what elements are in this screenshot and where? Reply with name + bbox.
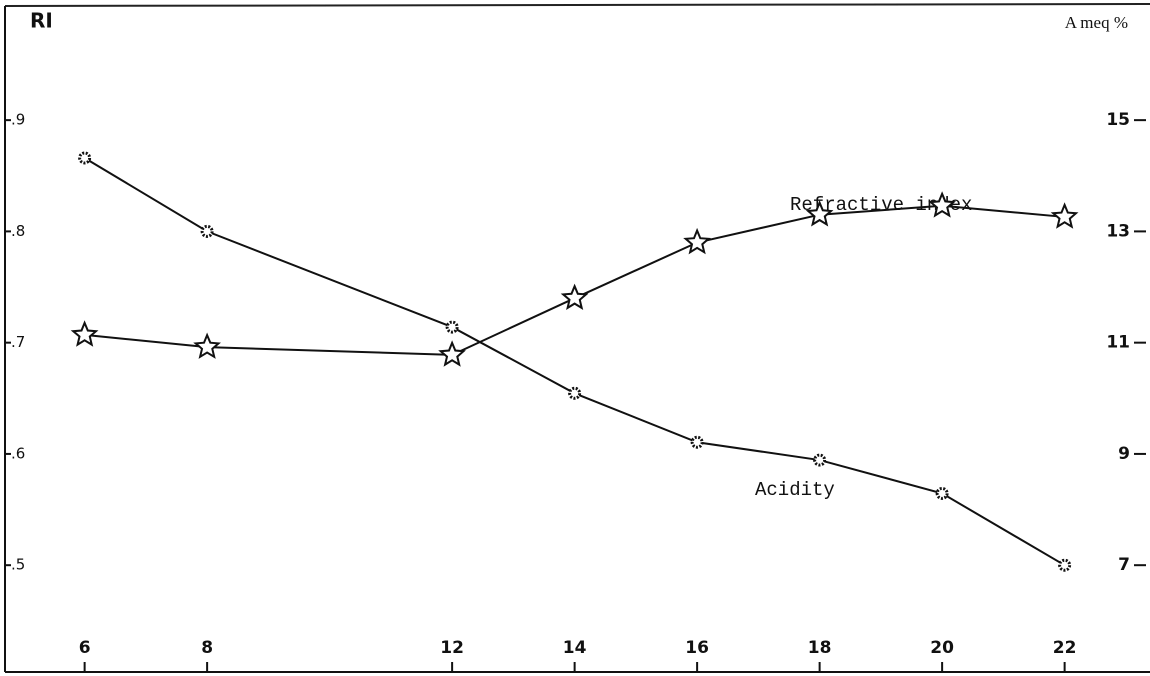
x-tick-label: 8 [201,638,213,658]
point-marker [438,340,466,367]
annotation: Refractive index [790,194,972,216]
point-marker [78,151,92,165]
y2-tick-label: 13 [1106,221,1130,241]
y2-tick-label: 15 [1106,110,1130,130]
y-tick-label: .9 [11,111,25,129]
annotation: Acidity [755,479,835,501]
point-marker [928,191,956,218]
x-tick-label: 18 [808,638,832,658]
x-tick-label: 12 [440,638,464,658]
y-tick-label: .8 [11,222,25,240]
y2-tick-label: 11 [1106,333,1130,353]
point-marker [813,453,827,467]
y-tick-label: .7 [11,333,25,351]
point-marker [193,332,221,359]
x-tick-label: 14 [563,638,587,658]
top-border [4,3,1150,7]
y-axis-label: RI [30,9,53,33]
y2-axis-label: A meq % [1065,13,1128,32]
point-marker [445,320,459,334]
point-marker [683,227,711,255]
x-tick-label: 20 [930,638,954,658]
point-marker [200,224,214,238]
y2-tick-label: 9 [1118,444,1130,464]
series-line [84,157,1066,567]
series-line [84,204,1065,356]
y2-tick-label: 7 [1118,555,1130,575]
y-tick-label: .6 [11,444,25,462]
x-tick-label: 16 [685,638,709,658]
x-tick-label: 6 [79,638,91,658]
point-marker [805,200,834,227]
point-marker [935,486,949,500]
point-marker [568,386,582,400]
x-tick-label: 22 [1053,638,1077,658]
point-marker [1050,202,1079,229]
point-marker [560,283,589,311]
point-marker [1058,558,1072,572]
point-marker [70,320,99,347]
y-tick-label: .5 [11,556,25,574]
point-marker [690,435,704,449]
